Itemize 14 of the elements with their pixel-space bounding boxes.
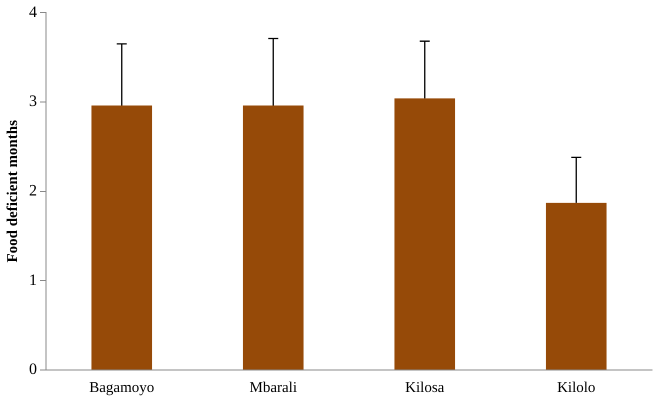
y-tick-label: 2 bbox=[29, 182, 37, 200]
bar bbox=[242, 106, 304, 370]
y-tick-label: 4 bbox=[29, 4, 37, 21]
x-tick-label: Bagamoyo bbox=[89, 380, 154, 396]
x-tick-label: Kilosa bbox=[405, 380, 445, 396]
bar bbox=[546, 202, 607, 370]
x-tick-label: Mbarali bbox=[250, 380, 297, 396]
x-tick-label: Kilolo bbox=[557, 380, 596, 396]
bar bbox=[91, 106, 152, 370]
y-tick-label: 3 bbox=[29, 93, 37, 110]
y-tick-label: 0 bbox=[29, 361, 37, 378]
y-tick-label: 1 bbox=[29, 272, 37, 289]
bar bbox=[394, 98, 456, 370]
y-axis-title: Food deficient months bbox=[4, 120, 21, 263]
